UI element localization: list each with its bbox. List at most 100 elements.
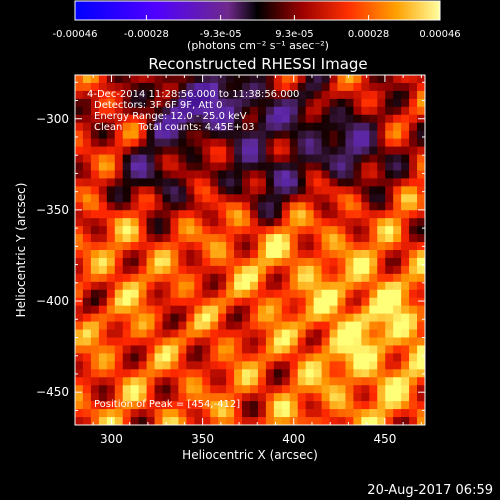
heatmap-cell <box>281 305 291 315</box>
heatmap-cell <box>289 170 299 179</box>
heatmap-cell <box>385 401 394 410</box>
heatmap-cell <box>106 409 116 418</box>
heatmap-cell <box>329 178 338 187</box>
heatmap-cell <box>75 329 84 338</box>
heatmap-cell <box>377 154 386 163</box>
heatmap-cell <box>178 218 187 227</box>
heatmap-cell <box>369 329 378 338</box>
heatmap-cell <box>114 257 124 267</box>
heatmap-cell <box>297 226 307 235</box>
heatmap-cell <box>353 130 362 140</box>
heatmap-cell <box>353 170 362 179</box>
heatmap-cell <box>265 289 275 299</box>
heatmap-cell <box>178 345 187 354</box>
heatmap-cell <box>234 289 243 299</box>
heatmap-cell <box>234 385 243 394</box>
heatmap-cell <box>313 281 322 291</box>
heatmap-cell <box>250 218 259 227</box>
heatmap-cell <box>122 75 132 84</box>
heatmap-cell <box>146 138 155 147</box>
heatmap-cell <box>297 178 307 187</box>
heatmap-cell <box>154 194 163 203</box>
heatmap-cell <box>409 82 418 92</box>
heatmap-cell <box>369 226 378 235</box>
heatmap-cell <box>138 265 147 275</box>
heatmap-cell <box>305 242 315 251</box>
heatmap-cell <box>257 353 267 362</box>
heatmap-cell <box>305 281 315 291</box>
heatmap-cell <box>186 305 195 315</box>
heatmap-cell <box>353 289 362 299</box>
heatmap-cell <box>130 377 140 386</box>
heatmap-cell <box>146 377 155 386</box>
heatmap-cell <box>297 250 307 259</box>
heatmap-cell <box>146 75 155 84</box>
heatmap-cell <box>106 369 116 378</box>
heatmap-cell <box>122 90 132 100</box>
heatmap-cell <box>321 329 330 338</box>
heatmap-cell <box>130 90 140 100</box>
heatmap-cell <box>409 369 418 378</box>
heatmap-cell <box>122 273 132 283</box>
heatmap-cell <box>130 265 140 275</box>
heatmap-cell <box>257 90 267 100</box>
heatmap-cell <box>122 186 132 195</box>
heatmap-cell <box>75 345 84 354</box>
heatmap-cell <box>297 210 307 219</box>
heatmap-cell <box>138 106 147 116</box>
colorbar-gradient <box>74 0 441 21</box>
heatmap-cell <box>194 361 203 370</box>
heatmap-cell <box>265 250 275 259</box>
heatmap-cell <box>385 313 394 322</box>
heatmap-cell <box>257 321 267 330</box>
heatmap-cell <box>138 257 147 267</box>
heatmap-cell <box>202 313 211 322</box>
heatmap-cell <box>281 90 291 100</box>
heatmap-cell <box>194 130 203 140</box>
heatmap-cell <box>273 218 283 227</box>
heatmap-cell <box>194 98 203 108</box>
heatmap-cell <box>305 385 315 394</box>
heatmap-cell <box>138 75 147 84</box>
heatmap-cell <box>305 273 315 283</box>
heatmap-cell <box>146 162 155 171</box>
heatmap-cell <box>90 369 100 378</box>
heatmap-cell <box>194 337 203 346</box>
heatmap-cell <box>90 98 100 108</box>
heatmap-cell <box>218 377 227 386</box>
heatmap-cell <box>369 202 378 211</box>
heatmap-cell <box>289 130 299 140</box>
heatmap-cell <box>265 417 275 426</box>
heatmap-cell <box>401 210 410 219</box>
heatmap-cell <box>75 138 84 147</box>
heatmap-cell <box>98 130 108 140</box>
heatmap-cell <box>297 281 307 291</box>
heatmap-cell <box>345 82 354 92</box>
heatmap-cell <box>281 393 291 402</box>
heatmap-cell <box>130 393 140 402</box>
heatmap-cell <box>186 234 195 243</box>
heatmap-cell <box>265 234 275 243</box>
heatmap-cell <box>146 130 155 140</box>
heatmap-cell <box>297 90 307 100</box>
heatmap-cell <box>210 257 219 267</box>
heatmap-cell <box>162 218 171 227</box>
heatmap-cell <box>114 377 124 386</box>
heatmap-cell <box>122 281 132 291</box>
heatmap-cell <box>75 202 84 211</box>
heatmap-cell <box>417 194 426 203</box>
heatmap-cell <box>250 273 259 283</box>
heatmap-cell <box>218 345 227 354</box>
heatmap-cell <box>345 98 354 108</box>
heatmap-cell <box>257 138 267 147</box>
heatmap-cell <box>90 186 100 195</box>
heatmap-cell <box>281 369 291 378</box>
heatmap-cell <box>234 138 243 147</box>
heatmap-cell <box>130 122 140 132</box>
heatmap-cell <box>337 226 346 235</box>
heatmap-cell <box>313 138 322 147</box>
heatmap-cell <box>297 289 307 299</box>
heatmap-cell <box>417 138 426 147</box>
heatmap-cell <box>361 178 370 187</box>
heatmap-cell <box>178 122 187 132</box>
